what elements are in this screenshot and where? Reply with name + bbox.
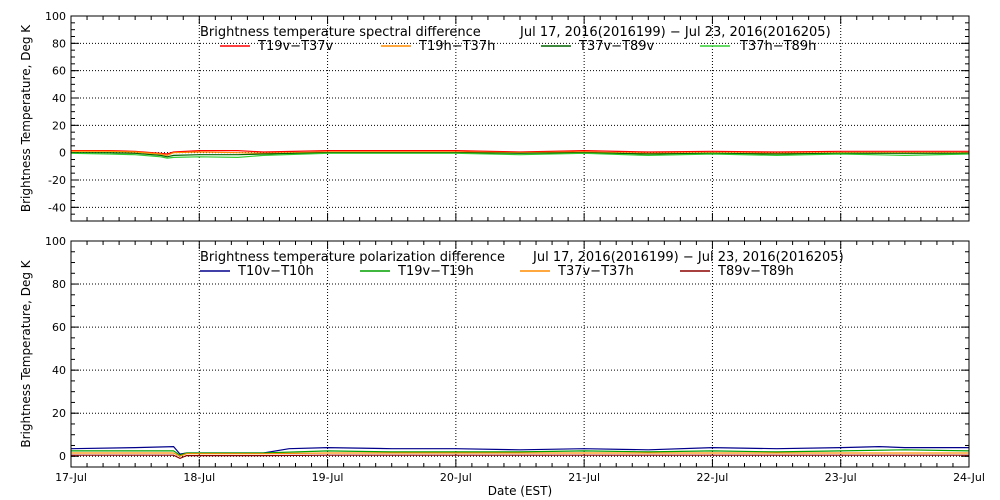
legend-label: T10v−T10h: [237, 264, 314, 279]
legend-label: T37h−T89h: [739, 39, 816, 54]
y-tick-label: 80: [52, 278, 66, 291]
chart-date-range: Jul 17, 2016(2016199) − Jul 23, 2016(201…: [532, 250, 844, 265]
legend-label: T19v−T37v: [257, 39, 334, 54]
y-axis-label: Brightness Temperature, Deg K: [19, 24, 33, 212]
legend-label: T89v−T89h: [717, 264, 794, 279]
x-tick-label: 23-Jul: [825, 471, 857, 484]
x-tick-label: 18-Jul: [183, 471, 215, 484]
chart-title: Brightness temperature spectral differen…: [200, 25, 481, 40]
x-tick-label: 19-Jul: [312, 471, 344, 484]
series-line-t19h-t37h: [71, 150, 969, 157]
x-tick-label: 22-Jul: [696, 471, 728, 484]
x-tick-label: 21-Jul: [568, 471, 600, 484]
y-tick-label: 100: [45, 10, 66, 23]
plot-frame: [70, 240, 970, 468]
series-group: [70, 149, 970, 159]
y-axis-label: Brightness Temperature, Deg K: [19, 259, 33, 447]
y-tick-label: 40: [52, 364, 66, 377]
y-tick-label: 80: [52, 37, 66, 50]
y-tick-label: -20: [48, 174, 66, 187]
chart-date-range: Jul 17, 2016(2016199) − Jul 23, 2016(201…: [519, 25, 831, 40]
x-tick-label: 24-Jul: [953, 471, 985, 484]
series-line-t19v-t19h: [71, 449, 970, 456]
chart-title: Brightness temperature polarization diff…: [200, 250, 505, 265]
y-tick-label: -40: [48, 201, 66, 214]
x-tick-label: 17-Jul: [55, 471, 87, 484]
y-tick-label: 0: [59, 450, 66, 463]
y-tick-label: 20: [52, 119, 66, 132]
y-tick-label: 0: [59, 147, 66, 160]
series-group: [70, 445, 970, 460]
x-axis-label: Date (EST): [488, 484, 552, 498]
legend-label: T19h−T37h: [418, 39, 495, 54]
y-tick-label: 60: [52, 321, 66, 334]
legend-label: T37v−T89v: [578, 39, 655, 54]
y-tick-label: 20: [52, 407, 66, 420]
plot-frame: [70, 15, 970, 222]
series-line-t37h-t89h: [70, 152, 970, 159]
series-line-t37v-t37h: [71, 452, 969, 457]
series-line-t10v-t10h: [70, 445, 969, 455]
x-tick-label: 20-Jul: [440, 471, 472, 484]
series-line-t89v-t89h: [71, 454, 969, 460]
y-tick-label: 100: [45, 235, 66, 248]
legend-label: T19v−T19h: [397, 264, 474, 279]
y-tick-label: 60: [52, 65, 66, 78]
legend-label: T37v−T37h: [557, 264, 634, 279]
y-tick-label: 40: [52, 92, 66, 105]
series-line-t19v-t37v: [71, 149, 969, 155]
